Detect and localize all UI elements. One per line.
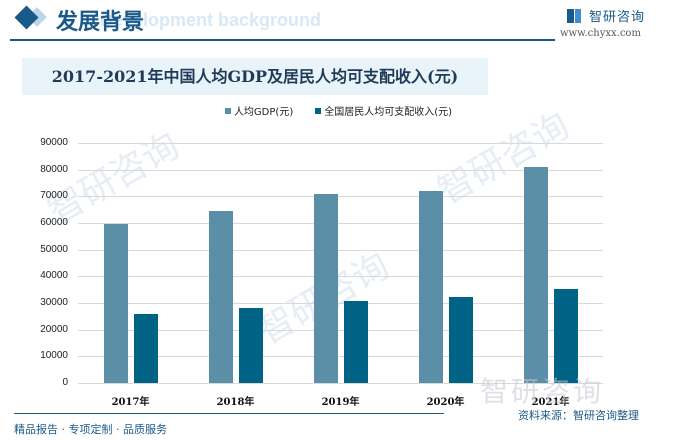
chart-legend: 人均GDP(元) 全国居民人均可支配收入(元) — [0, 103, 677, 118]
brand: 智研咨询 — [567, 6, 645, 25]
legend-label: 全国居民人均可支配收入(元) — [324, 107, 453, 118]
data-source: 资料来源：智研咨询整理 — [518, 409, 639, 422]
x-tick-label: 2017年 — [111, 397, 150, 408]
bar-income — [343, 301, 368, 383]
legend-item-gdp: 人均GDP(元) — [224, 103, 294, 118]
legend-swatch-icon — [315, 107, 322, 114]
header-divider — [10, 39, 555, 41]
gridline — [78, 196, 603, 197]
section-subtitle-en: Development background — [100, 10, 322, 30]
footer-divider — [14, 413, 444, 414]
gridline — [78, 303, 603, 304]
legend-swatch-icon — [224, 107, 231, 114]
y-tick-label: 30000 — [40, 297, 68, 308]
legend-label: 人均GDP(元) — [233, 107, 294, 118]
legend-item-income: 全国居民人均可支配收入(元) — [315, 103, 452, 118]
y-tick-label: 50000 — [40, 244, 68, 255]
gridline — [78, 143, 603, 144]
bar-income — [133, 313, 158, 383]
brand-url: www.chyxx.com — [560, 28, 641, 39]
gridline — [78, 223, 603, 224]
gridline — [78, 330, 603, 331]
section-title: 发展背景 — [56, 9, 145, 35]
chart-title-bar — [22, 58, 488, 95]
y-tick-label: 20000 — [40, 324, 68, 335]
gridline — [78, 170, 603, 171]
gridline — [78, 383, 603, 384]
y-tick-label: 60000 — [40, 217, 68, 228]
bar-income — [448, 297, 473, 383]
x-tick-label: 2020年 — [426, 397, 465, 408]
brand-logo-icon — [567, 8, 581, 23]
section-header: Development background 发展背景 智研咨询 www.chy… — [0, 0, 677, 45]
gridline — [78, 276, 603, 277]
y-tick-label: 10000 — [40, 350, 68, 361]
bar-income — [553, 289, 578, 383]
y-tick-label: 70000 — [40, 190, 68, 201]
chart-title: 2017-2021年中国人均GDP及居民人均可支配收入(元) — [51, 67, 459, 86]
y-tick-label: 40000 — [40, 270, 68, 281]
gridline — [78, 250, 603, 251]
y-tick-label: 80000 — [40, 164, 68, 175]
gridline — [78, 356, 603, 357]
watermark-logo: 智研咨询 — [480, 375, 605, 408]
footer-slogan: 精品报告 · 专项定制 · 品质服务 — [14, 423, 167, 436]
x-tick-label: 2018年 — [216, 397, 255, 408]
x-tick-label: 2019年 — [321, 397, 360, 408]
bar-gdp — [103, 224, 128, 383]
bar-gdp — [208, 210, 233, 383]
x-tick-label: 2021年 — [531, 397, 570, 408]
bar-gdp — [418, 191, 443, 383]
y-tick-label: 90000 — [40, 137, 68, 148]
bar-income — [238, 307, 263, 383]
brand-name: 智研咨询 — [589, 10, 646, 25]
y-tick-label: 0 — [62, 377, 68, 388]
bar-gdp — [523, 167, 548, 383]
bar-gdp — [313, 193, 338, 383]
